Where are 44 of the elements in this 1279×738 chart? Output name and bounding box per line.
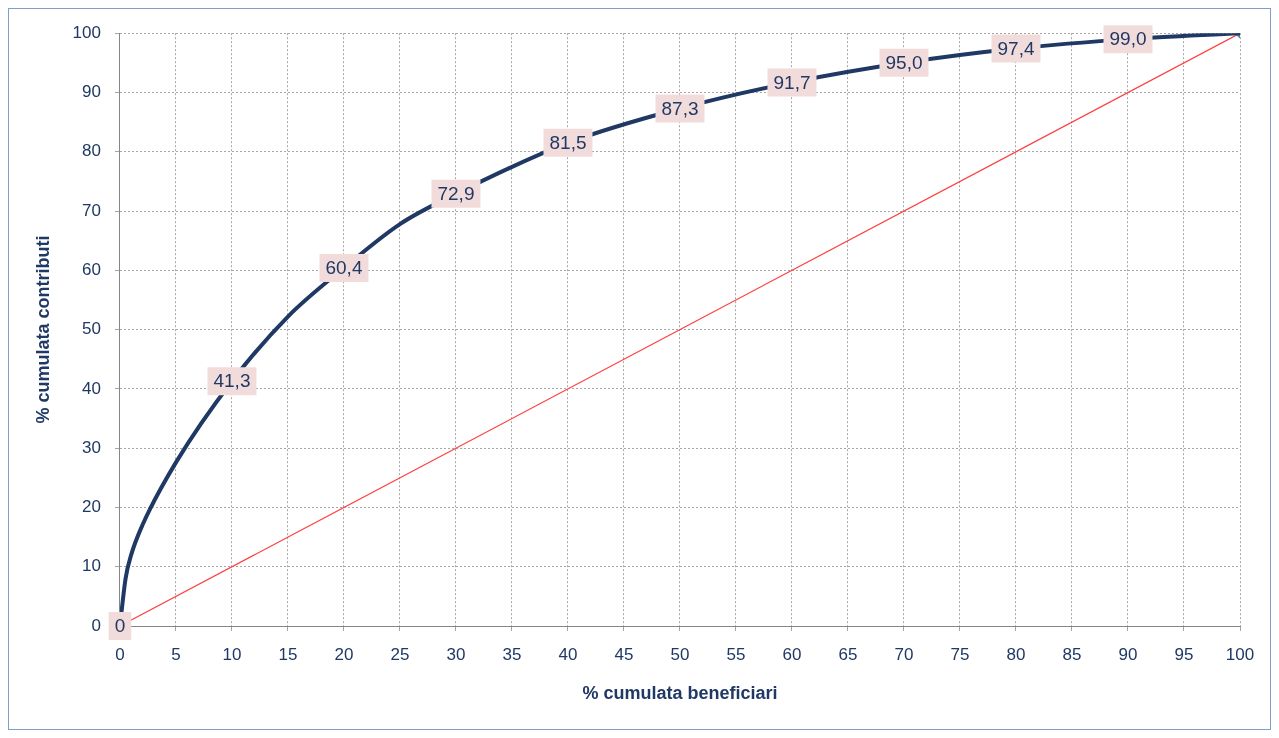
y-tick-label: 100: [72, 22, 101, 42]
x-tick-label: 60: [782, 644, 802, 664]
y-tick-label: 80: [82, 141, 101, 161]
x-tick-label: 50: [670, 644, 690, 664]
x-tick-label: 45: [614, 644, 634, 664]
x-tick-label: 100: [1225, 644, 1255, 664]
x-tick-label: 10: [222, 644, 242, 664]
x-tick-label: 40: [558, 644, 578, 664]
data-label: 97,4: [997, 37, 1035, 59]
data-label: 60,4: [325, 257, 363, 279]
y-tick-label: 40: [82, 378, 101, 398]
x-tick-label: 0: [115, 644, 125, 664]
x-tick-label: 75: [950, 644, 970, 664]
y-tick-label: 60: [82, 260, 101, 280]
y-tick-label: 50: [82, 319, 101, 339]
y-tick-label: 70: [82, 200, 101, 220]
data-label: 72,9: [437, 183, 475, 205]
x-tick-label: 55: [726, 644, 746, 664]
y-axis-title: % cumulata contributi: [32, 235, 53, 424]
data-label: 87,3: [661, 97, 699, 119]
data-label: 99,0: [1109, 28, 1147, 50]
x-tick-label: 20: [334, 644, 354, 664]
x-tick-label: 90: [1118, 644, 1138, 664]
x-axis-title: % cumulata beneficiari: [582, 683, 778, 704]
data-label: 91,7: [773, 71, 811, 93]
data-label: 41,3: [213, 370, 251, 392]
x-tick-label: 25: [390, 644, 410, 664]
x-tick-label: 5: [171, 644, 181, 664]
x-tick-label: 35: [502, 644, 522, 664]
y-tick-label: 90: [82, 82, 101, 102]
x-tick-label: 95: [1174, 644, 1194, 664]
y-tick-label: 0: [91, 615, 101, 635]
data-label: 0: [114, 615, 126, 637]
x-tick-label: 30: [446, 644, 466, 664]
x-tick-label: 65: [838, 644, 858, 664]
x-tick-label: 80: [1006, 644, 1026, 664]
y-tick-label: 10: [82, 556, 101, 576]
x-tick-label: 85: [1062, 644, 1082, 664]
y-tick-label: 20: [82, 497, 101, 517]
x-tick-label: 70: [894, 644, 914, 664]
x-tick-label: 15: [278, 644, 298, 664]
data-label: 81,5: [549, 132, 587, 154]
data-label: 95,0: [885, 52, 923, 74]
y-tick-label: 30: [82, 437, 101, 457]
